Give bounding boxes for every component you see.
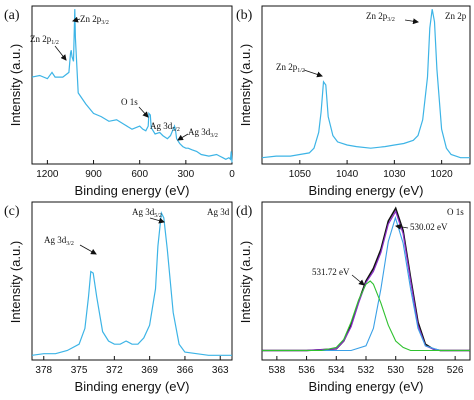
panel-d-title: O 1s <box>447 207 464 217</box>
panel-c-annotation-ag3d52: Ag 3d5/2 <box>132 207 165 224</box>
panel-d-xlabel: Binding energy (eV) <box>309 379 424 394</box>
panel-b-annotation-zn2p32: Zn 2p3/2 <box>366 11 419 25</box>
panel-d-ylabel: Intensity (a.u.) <box>238 241 253 323</box>
panel-c-xtick-label: 366 <box>177 365 194 376</box>
panel-a-annotation-zn2p32: Zn 2p3/2 <box>72 14 109 26</box>
panel-b-xtick-label: 1020 <box>431 169 454 180</box>
panel-c-xtick-label: 363 <box>212 365 229 376</box>
panel-a-annotation-ag3d32: Ag 3d3/2 <box>177 127 218 141</box>
svg-text:O 1s: O 1s <box>121 97 138 107</box>
panel-c-xtick-label: 369 <box>141 365 158 376</box>
panel-a-annotation-o1s: O 1s <box>121 97 149 118</box>
panel-d-xtick-label: 530 <box>387 365 404 376</box>
panel-a-xtick-label: 300 <box>178 169 195 180</box>
svg-text:Ag 3d5/2: Ag 3d5/2 <box>150 121 180 133</box>
panel-a-ylabel: Intensity (a.u.) <box>8 44 23 126</box>
panel-b-series-line <box>261 9 470 159</box>
panel-c-xticks: 378 375 372 369 366 363 <box>35 356 229 376</box>
panel-a-xtick-label: 900 <box>85 169 102 180</box>
panel-d-annotation-531-72: 531.72 eV <box>312 267 365 286</box>
panel-b-annotation-zn2p12: Zn 2p1/2 <box>276 62 323 78</box>
panel-a-annotation-zn2p12: Zn 2p1/2 <box>30 34 67 61</box>
panel-a-xtick-label: 0 <box>229 169 235 180</box>
panel-d-label: (d) <box>236 204 253 219</box>
panel-b-xlabel: Binding energy (eV) <box>309 183 424 198</box>
panel-c-xtick-label: 378 <box>35 365 52 376</box>
panel-a-frame <box>31 5 233 165</box>
panel-d-xtick-label: 536 <box>298 365 315 376</box>
panel-a-series-line <box>31 9 233 163</box>
panel-c-series-line <box>31 211 232 356</box>
panel-a-xtick-label: 1200 <box>36 169 59 180</box>
svg-text:Ag 3d3/2: Ag 3d3/2 <box>188 127 218 139</box>
panel-d-xtick-label: 528 <box>417 365 434 376</box>
panel-b-frame <box>261 5 471 165</box>
panel-c-label: (c) <box>4 204 20 219</box>
svg-text:Ag 3d5/2: Ag 3d5/2 <box>132 207 162 219</box>
panel-d-xtick-label: 532 <box>358 365 375 376</box>
panel-d-xtick-label: 526 <box>447 365 464 376</box>
panel-a-label: (a) <box>4 8 20 23</box>
panel-d-series-3-line <box>262 280 470 352</box>
panel-b-xtick-label: 1040 <box>336 169 359 180</box>
panel-b-xtick-label: 1050 <box>289 169 312 180</box>
panel-b: (b) Zn 2p 1050 1040 1030 1020 Binding energ… <box>236 5 471 198</box>
svg-text:Zn 2p3/2: Zn 2p3/2 <box>366 11 395 23</box>
panel-d-series-2-line <box>262 215 470 352</box>
panel-b-ylabel: Intensity (a.u.) <box>238 44 253 126</box>
panel-a: (a) 1200 900 600 300 0 Binding energy (eV) I… <box>4 5 235 198</box>
panel-b-label: (b) <box>236 8 253 23</box>
panel-c-frame <box>31 201 233 361</box>
panel-c-title: Ag 3d <box>207 207 230 217</box>
panel-d-annotation-530-02: 530.02 eV <box>395 222 448 232</box>
panel-c: (c) Ag 3d 378 375 372 369 366 363 Binding ene… <box>4 201 233 394</box>
panel-d-xticks: 538 536 534 532 530 528 526 <box>269 356 464 376</box>
panel-a-xlabel: Binding energy (eV) <box>75 183 190 198</box>
panel-d: (d) O 1s 538 536 534 532 530 528 526 Binding e… <box>236 201 471 394</box>
svg-text:Zn 2p1/2: Zn 2p1/2 <box>30 34 59 46</box>
panel-b-xticks: 1050 1040 1030 1020 <box>289 160 454 180</box>
svg-text:530.02 eV: 530.02 eV <box>410 222 448 232</box>
svg-text:531.72 eV: 531.72 eV <box>312 267 350 277</box>
panel-c-ylabel: Intensity (a.u.) <box>8 241 23 323</box>
panel-b-title: Zn 2p <box>445 11 467 21</box>
svg-text:Zn 2p3/2: Zn 2p3/2 <box>80 14 109 26</box>
panel-c-xtick-label: 375 <box>71 365 88 376</box>
panel-c-xtick-label: 372 <box>106 365 123 376</box>
svg-text:Zn 2p1/2: Zn 2p1/2 <box>276 62 305 74</box>
panel-a-xtick-label: 600 <box>131 169 148 180</box>
panel-d-xtick-label: 534 <box>328 365 345 376</box>
panel-a-xticks: 1200 900 600 300 0 <box>36 160 235 180</box>
panel-c-annotation-ag3d32: Ag 3d3/2 <box>44 235 97 255</box>
panel-d-xtick-label: 538 <box>269 365 286 376</box>
panel-c-xlabel: Binding energy (eV) <box>75 379 190 394</box>
svg-text:Ag 3d3/2: Ag 3d3/2 <box>44 235 74 247</box>
panel-a-annotation-ag3d52: Ag 3d5/2 <box>150 121 180 133</box>
panel-b-xtick-label: 1030 <box>383 169 406 180</box>
